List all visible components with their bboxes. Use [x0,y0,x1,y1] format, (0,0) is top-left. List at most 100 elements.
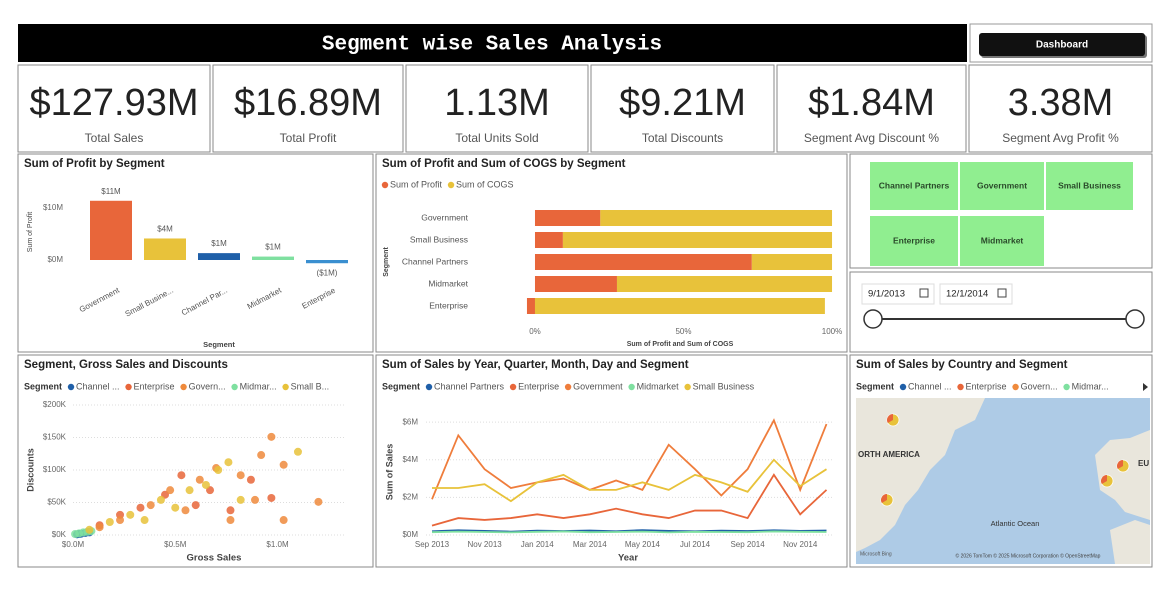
legend-marker [231,383,238,391]
line-series [431,418,828,500]
legend-label: Enterprise [966,381,1007,391]
scatter-point [156,495,165,504]
y-tick-label: $50K [47,498,66,507]
legend-marker [628,383,635,391]
line-series [431,530,827,534]
scatter-point [279,460,288,469]
y-tick-label: $0M [402,530,418,539]
legend-marker [125,383,132,391]
bar [198,253,240,260]
date-box[interactable] [861,283,935,305]
y-axis-title: Sum of Sales [384,444,394,501]
scatter-point [267,432,276,441]
legend-label: Govern... [1021,381,1058,391]
scatter-point [185,486,194,495]
line-series [431,529,827,533]
legend-title: Segment [24,381,62,391]
legend-label: Enterprise [518,381,559,391]
slider-handle[interactable] [863,309,883,329]
scatter-point [251,495,260,504]
slicer-label[interactable]: Small Business [1058,180,1121,190]
legend-label: Sum of Profit [390,179,443,189]
data-label: $4M [157,225,173,234]
header-bar [18,24,967,62]
kpi-value: $16.89M [234,82,382,124]
x-axis-title: Sum of Profit and Sum of COGS [627,341,734,348]
legend-label: Channel ... [76,381,120,391]
y-tick-label: $6M [402,417,418,426]
legend-label: Midmar... [240,381,277,391]
bar-segment [526,298,535,314]
kpi-label: Total Discounts [642,131,723,145]
y-tick-label: Channel Partners [402,256,468,266]
bar-segment [751,254,833,270]
kpi-label: Total Profit [280,131,337,145]
scatter-point [85,525,94,534]
scatter-point [201,480,210,489]
scatter-point [214,466,223,474]
map-land [1095,430,1150,520]
legend-title: Segment [382,381,420,391]
panel [375,153,848,353]
scatter-point [314,497,323,506]
map-pie-slice [880,494,887,503]
scatter-point [224,458,233,467]
slicer-tile[interactable] [960,162,1044,210]
line-series [432,458,827,503]
slider-handle[interactable] [1125,309,1145,329]
kpi-label: Total Sales [85,131,144,145]
scatter-point [146,501,155,510]
slicer-label[interactable]: Government [977,180,1027,190]
panel [17,153,374,353]
scatter-point [136,503,145,512]
legend-marker [67,383,75,391]
slicer-tile[interactable] [870,216,958,266]
x-tick-label: Mar 2014 [573,540,607,549]
map-pie-slice [886,414,893,423]
date-value[interactable]: 12/1/2014 [946,289,988,300]
slicer-tile[interactable] [1046,162,1133,210]
y-tick-label: $100K [43,465,67,474]
map-pie-slice [1100,475,1107,484]
slicer-tile[interactable] [870,162,958,210]
button-label[interactable]: Dashboard [1036,40,1088,51]
x-tick-label: Nov 2013 [467,540,502,549]
legend-marker [564,383,572,391]
x-tick-label: Jul 2014 [680,540,711,549]
scatter-point [171,503,180,512]
slicer-tile[interactable] [960,216,1044,266]
chart-title: Sum of Profit by Segment [24,158,165,170]
x-tick-label: 50% [675,327,691,336]
map-land [856,398,985,552]
y-tick-label: Small Business [410,234,468,244]
chart-title: Sum of Profit and Sum of COGS by Segment [382,158,626,170]
scatter-point [293,447,302,456]
panel [405,64,589,153]
slicer-label[interactable]: Midmarket [981,235,1024,245]
x-tick-label: $0.0M [62,540,85,549]
legend-marker [282,383,289,391]
bar-segment [616,276,833,292]
scatter-point [226,506,235,515]
y-tick-label: $0M [47,255,63,264]
date-value[interactable]: 9/1/2013 [868,289,905,300]
legend-label: Channel Partners [434,381,505,391]
y-tick-label: Enterprise [429,300,468,310]
slicer-label[interactable]: Enterprise [893,235,935,245]
map-pie-slice [1116,460,1123,469]
date-box[interactable] [939,283,1013,305]
legend-label: Small Business [693,381,755,391]
y-axis-title: Sum of Profit [27,212,34,253]
scatter-point [177,471,186,480]
legend-marker [381,181,389,189]
data-label: $11M [101,187,121,196]
slicer-label[interactable]: Channel Partners [879,180,950,190]
kpi-label: Total Units Sold [455,131,538,145]
dashboard-button[interactable] [979,33,1145,56]
data-label: $1M [265,243,281,252]
legend-marker [509,383,517,391]
chart-title: Segment, Gross Sales and Discounts [24,359,228,371]
panel [590,64,775,153]
panel [776,64,967,153]
legend-label: Govern... [189,381,226,391]
